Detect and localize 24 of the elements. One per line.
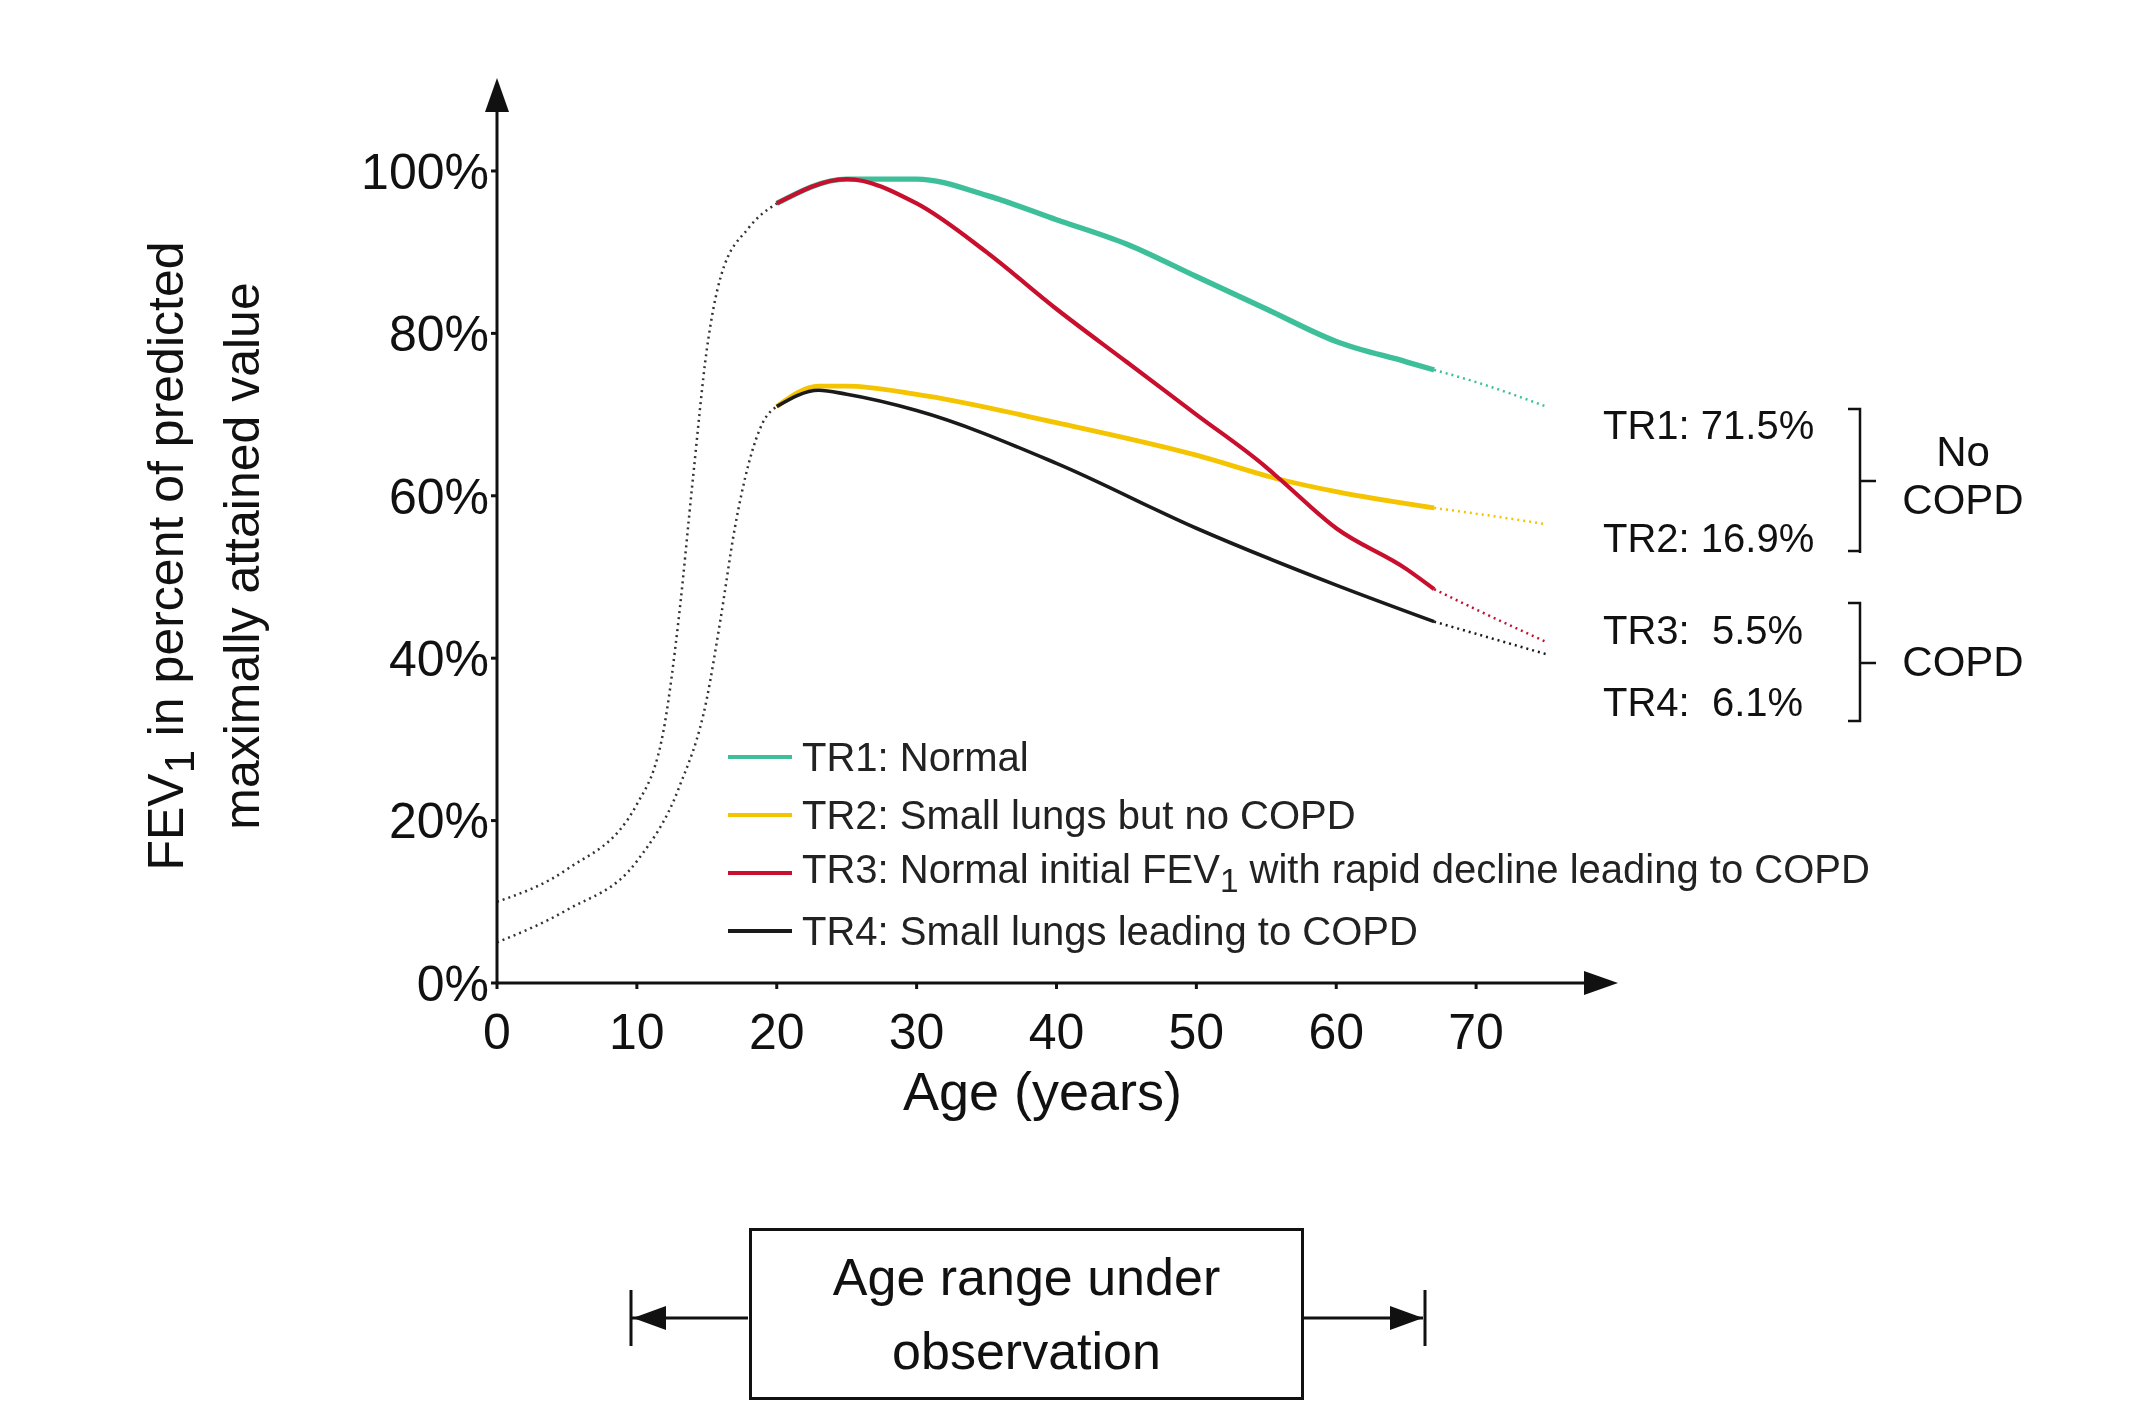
text: TR2: 16.9% [1603,516,1815,561]
text: Age range under observation [749,1228,1304,1400]
x-tick-label: 60 [1308,1003,1365,1060]
y-tick-label: 80% [388,306,489,363]
x-tick-label: 40 [1028,1003,1085,1060]
text: TR1: 71.5% [1603,403,1815,448]
text: No COPD [1901,428,2025,524]
x-tick-label: 70 [1448,1003,1504,1060]
y-tick-label: 100% [361,143,489,200]
y-tick-label: 20% [388,793,489,850]
text: TR4: 6.1% [1603,680,1804,725]
text: TR3: 5.5% [1603,608,1804,653]
legend-label: TR2: Small lungs but no COPD [802,792,1356,838]
y-tick-label: 40% [388,630,489,687]
x-axis-title: Age (years) [902,1061,1183,1121]
legend-label: TR3: Normal initial FEV$_{1}$ with rapid decline leading to COPD [802,846,1870,900]
legend-label: TR4: Small lungs leading to COPD [802,908,1418,954]
text: COPD [1901,638,2025,686]
x-tick-label: 50 [1168,1003,1225,1060]
y-tick-label: 60% [388,468,489,525]
x-tick-label: 10 [609,1003,665,1060]
x-tick-label: 30 [888,1003,945,1060]
x-tick-label: 20 [748,1003,805,1060]
legend-label: TR1: Normal [802,734,1029,780]
